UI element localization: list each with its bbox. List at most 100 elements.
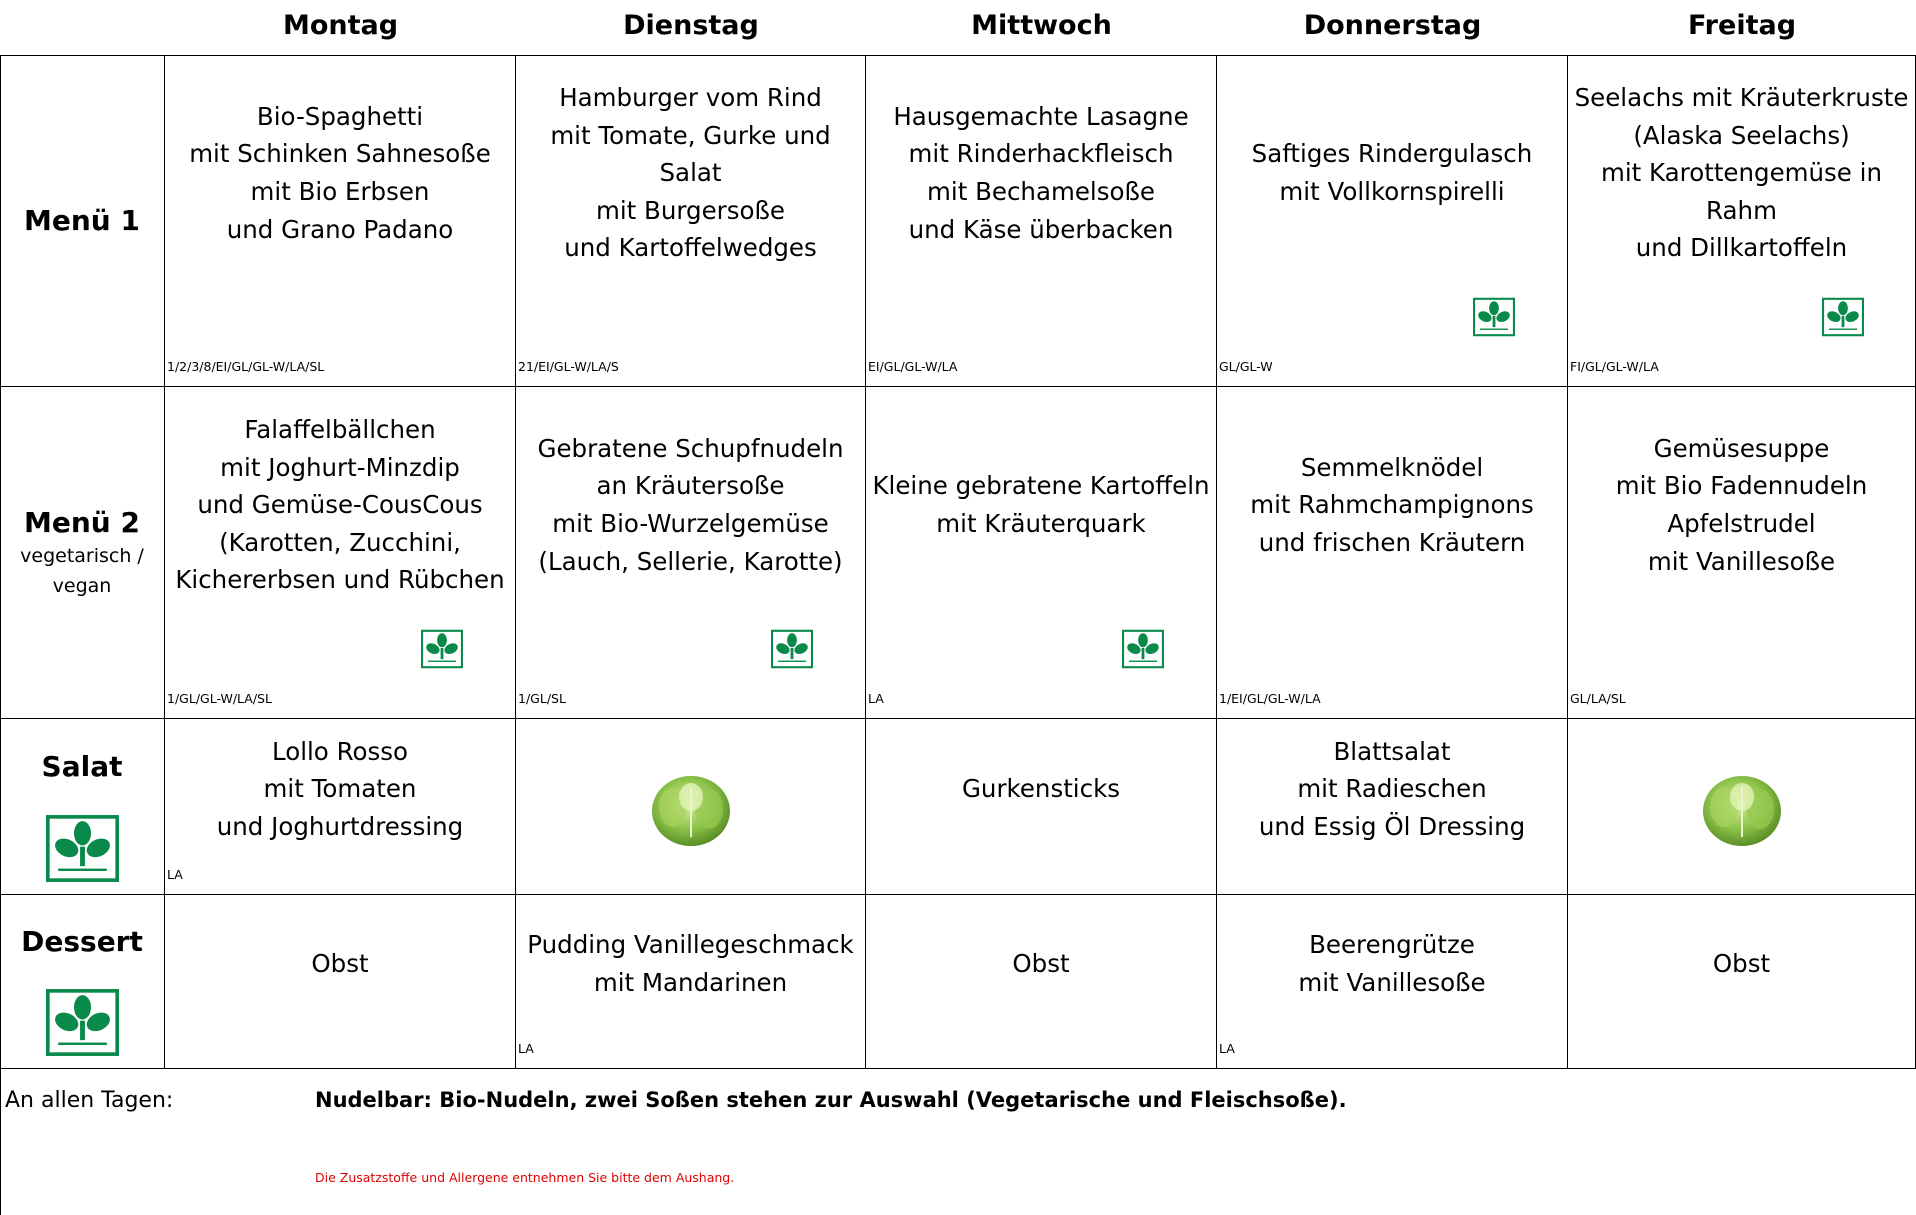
day-header: Donnerstag (1303, 10, 1482, 41)
row-title: Menü 2 (24, 505, 140, 539)
menu-cell: Semmelknödel mit Rahmchampignons und frisc… (1217, 387, 1568, 719)
dish: Gebratene Schupfnudeln an Kräutersoße mit … (516, 387, 865, 623)
day-header: Freitag (1687, 10, 1797, 41)
dish-line: Obst (1712, 949, 1771, 979)
dish-line: und Essig Öl Dressing (1258, 811, 1526, 841)
dish-line: mit Tomate, Gurke und (550, 120, 831, 150)
dish-line: (Karotten, Zucchini, (219, 527, 461, 557)
dge-logo (1121, 628, 1164, 670)
allergen-codes: LA (167, 867, 183, 882)
dish-line: Obst (311, 949, 369, 979)
dge-icon (1822, 297, 1864, 337)
dish: Blattsalat mit Radieschen und Essig Öl Dre… (1217, 719, 1567, 859)
dish-line: mit Schinken Sahnesoße (189, 139, 491, 169)
border (0, 55, 1916, 56)
dish-line: mit Vanillesoße (1298, 968, 1486, 997)
dge-icon (46, 989, 119, 1056)
dish-line: und Joghurtdressing (216, 811, 464, 841)
dish-line: Salat (659, 158, 722, 188)
menu-cell: Kleine gebratene Kartoffeln mit Kräuterqu… (866, 387, 1217, 719)
menu-cell: Gemüsesuppe mit Bio Fadennudeln Apfelstrud… (1568, 387, 1916, 719)
dish-line: mit Vanillesoße (1647, 546, 1836, 576)
menu-cell: Bio-Spaghetti mit Schinken Sahnesoße mit B… (165, 55, 516, 387)
dish-line: mit Joghurt-Minzdip (220, 452, 460, 482)
dge-icon (46, 815, 119, 882)
menu-cell: Pudding Vanillegeschmack mit Mandarinen LA (516, 895, 866, 1069)
menu-cell: Falaffelbällchen mit Joghurt-Minzdip und G… (165, 387, 516, 719)
dish: Kleine gebratene Kartoffeln mit Kräuterqu… (866, 387, 1216, 623)
dge-icon (420, 629, 463, 669)
row-label: Dessert (0, 895, 164, 988)
dish-line: mit Bio-Wurzelgemüse (552, 509, 829, 538)
dge-logo (1472, 296, 1515, 338)
dish-line: Pudding Vanillegeschmack (527, 930, 854, 960)
dish: Semmelknödel mit Rahmchampignons und frisc… (1217, 387, 1567, 623)
dish-line: Hamburger vom Rind (559, 83, 822, 113)
dish-line: Apfelstrudel (1667, 509, 1816, 538)
dish: Bio-Spaghetti mit Schinken Sahnesoße mit B… (165, 55, 515, 291)
dish-line: Obst (1012, 949, 1070, 979)
dish-line: Beerengrütze (1309, 930, 1475, 960)
menu-cell: Beerengrütze mit Vanillesoße LA (1217, 895, 1568, 1069)
row-title: Dessert (21, 924, 143, 958)
menu-cell: Gurkensticks (866, 719, 1217, 895)
dish-line: an Kräutersoße (596, 471, 785, 501)
dish-line: (Alaska Seelachs) (1633, 120, 1850, 150)
dish-line: Saftiges Rindergulasch (1251, 139, 1533, 169)
dish-line: (Lauch, Sellerie, Karotte) (538, 546, 843, 576)
dge-icon (771, 629, 813, 669)
dish-line: Rahm (1706, 195, 1777, 225)
dish: Seelachs mit Kräuterkruste (Alaska Seelac… (1568, 55, 1915, 291)
dish: Hausgemachte Lasagne mit Rinderhackfleisc… (866, 55, 1216, 291)
dish: Hamburger vom Rind mit Tomate, Gurke und S… (516, 55, 865, 291)
row-label-cell: Salat (0, 719, 165, 895)
dish-line: mit Vollkornspirelli (1279, 177, 1505, 206)
row-subtitle: vegetarisch / vegan (20, 545, 144, 598)
footer-label: An allen Tagen: (5, 1088, 174, 1113)
dish: Beerengrütze mit Vanillesoße (1217, 895, 1567, 1033)
dish-line: Blattsalat (1333, 736, 1451, 766)
dish-line: mit Rinderhackfleisch (908, 139, 1174, 169)
lettuce (652, 776, 730, 846)
day-header: Dienstag (623, 10, 759, 41)
allergen-codes: 1/GL/SL (518, 691, 566, 706)
dish: Gemüsesuppe mit Bio Fadennudeln Apfelstrud… (1568, 387, 1915, 623)
dge-logo (46, 815, 119, 882)
dish-line: Seelachs mit Kräuterkruste (1574, 83, 1909, 113)
lettuce-image (649, 767, 733, 851)
menu-cell: Obst (866, 895, 1217, 1069)
dish: Lollo Rosso mit Tomaten und Joghurtdressin… (165, 719, 515, 859)
menu-cell: Lollo Rosso mit Tomaten und Joghurtdressin… (165, 719, 516, 895)
dish-line: und Kartoffelwedges (564, 233, 817, 263)
dish: Falaffelbällchen mit Joghurt-Minzdip und G… (165, 387, 515, 623)
allergen-codes: LA (868, 691, 884, 706)
row-label: Menü 1 (0, 55, 164, 386)
dish-line: Falaffelbällchen (244, 415, 436, 445)
dish-line: Kichererbsen und Rübchen (175, 565, 505, 595)
dish-line: und Käse überbacken (908, 214, 1174, 244)
dish-line: Gurkensticks (961, 774, 1121, 804)
dge-logo (46, 989, 119, 1056)
allergen-codes: 1/GL/GL-W/LA/SL (167, 691, 272, 706)
footer-note: Die Zusatzstoffe und Allergene entnehmen… (315, 1170, 735, 1185)
dish: Saftiges Rindergulasch mit Vollkornspirel… (1217, 55, 1567, 291)
allergen-codes: 1/2/3/8/EI/GL/GL-W/LA/SL (167, 359, 325, 374)
dish-line: und Gemüse-CousCous (197, 490, 483, 520)
dge-logo (420, 628, 463, 670)
menu-cell: Seelachs mit Kräuterkruste (Alaska Seelac… (1568, 55, 1916, 387)
row-label-cell: Menü 2 vegetarisch / vegan (0, 387, 165, 719)
dish-line: mit Bio Fadennudeln (1615, 471, 1868, 501)
dish-line: Kleine gebratene Kartoffeln (872, 471, 1210, 501)
dish-line: mit Radieschen (1297, 774, 1487, 804)
allergen-codes: EI/GL/GL-W/LA (868, 359, 958, 374)
dish-line: Semmelknödel (1300, 452, 1484, 482)
menu-cell: Gebratene Schupfnudeln an Kräutersoße mit … (516, 387, 866, 719)
dish-line: und Grano Padano (226, 214, 454, 244)
allergen-codes: LA (518, 1041, 534, 1056)
dish-line: und frischen Kräutern (1258, 527, 1526, 557)
dish: Pudding Vanillegeschmack mit Mandarinen (516, 895, 865, 1033)
dge-icon (1121, 629, 1164, 669)
border (0, 55, 1, 1215)
dish-line: mit Bechamelsoße (927, 177, 1155, 206)
